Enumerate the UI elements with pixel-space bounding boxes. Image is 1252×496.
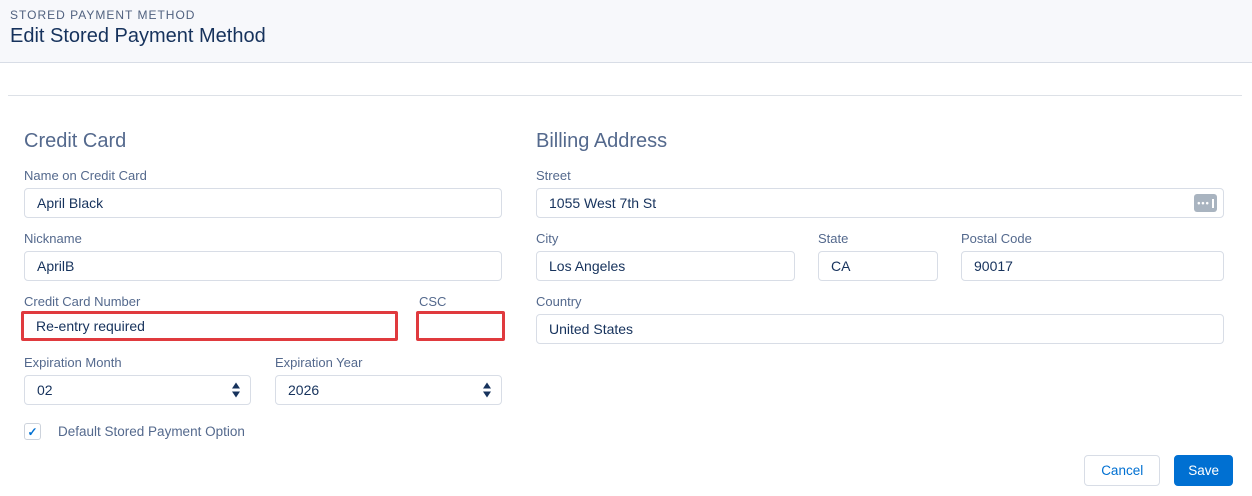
expiration-month-value: 02 [37, 382, 53, 398]
nickname-input[interactable] [24, 251, 502, 281]
credit-card-heading: Credit Card [24, 130, 127, 152]
check-icon: ✓ [27, 424, 38, 439]
stepper-icons [483, 382, 491, 398]
stepper-up-icon[interactable] [232, 382, 240, 389]
cancel-button[interactable]: Cancel [1084, 455, 1161, 486]
default-option-checkbox[interactable]: ✓ [24, 423, 41, 440]
postal-code-label: Postal Code [961, 231, 1032, 246]
expiration-year-input[interactable]: 2026 [275, 375, 502, 405]
csc-label: CSC [419, 294, 447, 309]
ellipsis-icon: ••• [1197, 197, 1210, 208]
stepper-down-icon[interactable] [232, 391, 240, 398]
card-number-field: Credit Card Number [21, 294, 398, 341]
name-on-card-label: Name on Credit Card [24, 168, 147, 183]
csc-field: CSC [416, 294, 505, 341]
expiration-year-label: Expiration Year [275, 355, 363, 370]
street-label: Street [536, 168, 571, 183]
expiration-month-field: Expiration Month 02 [24, 355, 251, 405]
nickname-field: Nickname [24, 231, 502, 281]
stepper-down-icon[interactable] [483, 391, 491, 398]
city-state-postal-row: City State Postal Code [536, 231, 1224, 281]
state-field: State [818, 231, 938, 281]
csc-input[interactable] [419, 314, 502, 338]
page-header: STORED PAYMENT METHOD Edit Stored Paymen… [0, 0, 1252, 63]
action-footer: Cancel Save [1084, 455, 1233, 486]
expiration-row: Expiration Month 02 Expiration Year 2026 [24, 355, 502, 405]
entity-label: STORED PAYMENT METHOD [10, 8, 196, 22]
name-on-card-field: Name on Credit Card [24, 168, 502, 218]
city-field: City [536, 231, 795, 281]
city-label: City [536, 231, 559, 246]
divider [8, 95, 1242, 96]
page-title: Edit Stored Payment Method [10, 25, 266, 47]
card-number-annotation-box [21, 311, 398, 341]
credit-card-section: Credit Card Name on Credit Card Nickname… [21, 130, 505, 440]
edit-form: Credit Card Name on Credit Card Nickname… [0, 96, 1252, 440]
nickname-label: Nickname [24, 231, 82, 246]
save-button[interactable]: Save [1174, 455, 1233, 486]
expiration-month-input[interactable]: 02 [24, 375, 251, 405]
state-label: State [818, 231, 849, 246]
postal-code-input[interactable] [961, 251, 1224, 281]
street-field: Street ••• [536, 168, 1224, 218]
country-label: Country [536, 294, 582, 309]
expiration-year-field: Expiration Year 2026 [275, 355, 502, 405]
number-csc-row: Credit Card Number CSC [21, 294, 505, 341]
stepper-icons [232, 382, 240, 398]
address-lookup-icon[interactable]: ••• [1194, 194, 1217, 212]
expiration-year-value: 2026 [288, 382, 320, 398]
state-input[interactable] [818, 251, 938, 281]
billing-address-section: Billing Address Street ••• City State [536, 130, 1224, 440]
country-input[interactable] [536, 314, 1224, 344]
default-option-row: ✓ Default Stored Payment Option [24, 423, 502, 440]
stepper-up-icon[interactable] [483, 382, 491, 389]
country-field: Country [536, 294, 1224, 344]
city-input[interactable] [536, 251, 795, 281]
billing-address-heading: Billing Address [536, 130, 668, 152]
default-option-label: Default Stored Payment Option [58, 424, 245, 439]
expiration-month-label: Expiration Month [24, 355, 122, 370]
card-number-label: Credit Card Number [24, 294, 141, 309]
csc-annotation-box [416, 311, 505, 341]
postal-code-field: Postal Code [961, 231, 1224, 281]
name-on-card-input[interactable] [24, 188, 502, 218]
street-input[interactable] [536, 188, 1224, 218]
card-number-input[interactable] [24, 314, 395, 338]
